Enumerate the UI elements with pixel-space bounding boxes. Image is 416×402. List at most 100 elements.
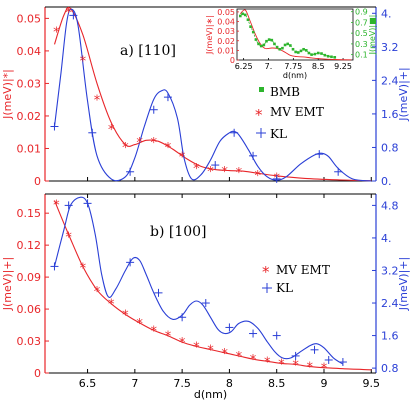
inset-frame — [236, 8, 354, 61]
inset-curves — [239, 9, 352, 61]
inset-right-tick-label: 0.3 — [355, 40, 368, 49]
inset-bmb-point — [257, 42, 260, 46]
inset-bmb-point — [273, 42, 276, 46]
a-mvemt-point: * — [221, 165, 228, 180]
panel-a-ylabel-right: J(meV)|+| — [397, 67, 410, 121]
panel-b-marks: * * * * * * * * * * * * * * * * * * * * — [50, 199, 347, 377]
inset-bmb-point — [294, 50, 297, 54]
inset-bmb-point — [297, 51, 300, 54]
inset-ylabel-right: J(meV)|■| — [368, 15, 377, 56]
panel-a-title: a) [110] — [120, 43, 176, 59]
b-left-tick-label: 0.09 — [17, 271, 42, 284]
a-mvemt-point: * — [136, 136, 143, 151]
inset-bmb-point — [289, 44, 292, 47]
inset-bmb-point — [283, 43, 287, 47]
legend-kl-marker — [256, 128, 266, 138]
b-mvemt-point: * — [136, 317, 143, 332]
inset-ylabel-left: J(meV)|∗| — [205, 15, 214, 55]
legend-mvemt-label: MV EMT — [270, 105, 324, 119]
a-mvemt-point: * — [179, 151, 186, 166]
inset-bmb-point — [241, 12, 244, 16]
b-mvemt-point: * — [321, 362, 328, 377]
a-mvemt-point: * — [151, 136, 158, 151]
inset-bmb-point — [259, 44, 263, 48]
a-mvemt-point: * — [94, 94, 101, 109]
b-x-tick-label: 7.5 — [173, 377, 191, 390]
b-right-tick-label: 2.4 — [381, 297, 399, 310]
a-left-tick-label: 0 — [34, 175, 41, 188]
panel-a-legend: BMB * MV EMT KL — [255, 85, 324, 141]
inset-bmb-point — [281, 46, 284, 50]
inset-bmb-point — [333, 56, 337, 59]
inset-bmb-point — [251, 30, 255, 34]
b-mvemt-point: * — [122, 308, 129, 323]
b-curve-kl — [53, 196, 344, 365]
panel-a-marks: * * * * * * * * * * * * * * * * — [50, 6, 343, 187]
a-curve-kl — [53, 8, 372, 182]
a-curve-mv-emt — [53, 6, 372, 182]
b-mvemt-point: * — [165, 330, 172, 345]
inset-bmb-point — [265, 39, 268, 43]
b-left-tick-label: 0.03 — [17, 335, 42, 348]
inset-left-tick-label: 0.04 — [217, 18, 235, 27]
a-left-tick-label: 0.03 — [17, 77, 42, 90]
inset-x-tick-label: 7. — [265, 62, 273, 71]
b-mvemt-point: * — [307, 361, 314, 376]
panel-b: 0 0.03 0.06 0.09 0.12 0.15 0.8 1.6 2.4 3.2 4. 4.8 6.… — [1, 193, 410, 401]
inset-left-tick-label: 0 — [230, 56, 235, 65]
b-x-tick-label: 6.5 — [79, 377, 97, 390]
legend-mvemt-marker-b: * — [262, 263, 270, 281]
inset-bmb-point — [249, 25, 252, 29]
b-mvemt-point: * — [65, 231, 72, 246]
legend-mvemt-marker: * — [255, 106, 263, 124]
a-mvemt-point: * — [65, 6, 72, 21]
b-mvemt-point: * — [250, 353, 257, 368]
b-right-tick-label: 4.8 — [381, 199, 399, 212]
inset-bmb-point — [323, 53, 327, 57]
inset-bmb-point — [299, 49, 303, 53]
b-right-tick-label: 3.2 — [381, 264, 399, 277]
a-right-tick-label: 0.8 — [381, 141, 399, 154]
b-left-tick-label: 0.06 — [17, 303, 42, 316]
a-mvemt-point: * — [236, 166, 243, 181]
b-mvemt-point: * — [264, 355, 271, 370]
inset-bmb-point — [254, 38, 258, 41]
b-x-tick-label: 8 — [226, 377, 233, 390]
inset-left-tick-label: 0.03 — [217, 27, 235, 36]
inset-x-tick-label: 6.25 — [235, 62, 253, 71]
b-mvemt-point: * — [221, 347, 228, 362]
a-mvemt-point: * — [165, 141, 172, 156]
inset-bmb-point — [316, 51, 320, 55]
b-mvemt-point: * — [236, 350, 243, 365]
b-right-tick-label: 1.6 — [381, 330, 399, 343]
a-left-tick-label: 0.01 — [17, 142, 42, 155]
inset-bmb-point — [313, 52, 317, 56]
b-x-tick-label: 7 — [131, 377, 138, 390]
a-right-tick-label: 2.4 — [381, 74, 399, 87]
a-left-tick-label: 0.05 — [17, 12, 42, 25]
b-mvemt-point: * — [278, 357, 285, 372]
inset-right-tick-label: 0.1 — [355, 51, 368, 60]
b-mvemt-point: * — [193, 340, 200, 355]
panel-b-ticks: 0 0.03 0.06 0.09 0.12 0.15 0.8 1.6 2.4 3.2 4. 4.8 6.… — [17, 194, 399, 390]
panel-b-curves — [53, 196, 372, 371]
a-left-tick-label: 0.04 — [17, 45, 42, 58]
inset-bmb-point — [326, 54, 330, 58]
inset-bmb-point — [330, 55, 333, 59]
b-left-tick-label: 0.15 — [17, 207, 42, 220]
a-mvemt-point: * — [207, 165, 214, 180]
inset-bmb-curve — [240, 13, 335, 58]
b-x-tick-label: 9 — [320, 377, 327, 390]
inset-left-tick-label: 0.02 — [217, 37, 235, 46]
b-x-tick-label: 8.5 — [268, 377, 286, 390]
inset-chart: 0.050.040.030.020.010 0.90.7 0.5 0.3 0.1 6.25… — [205, 8, 377, 80]
inset-bmb-point — [262, 43, 266, 47]
b-mvemt-point: * — [80, 262, 87, 277]
b-mvemt-point: * — [53, 199, 60, 214]
b-right-tick-label: 0.8 — [381, 362, 399, 375]
b-mvemt-point: * — [207, 344, 214, 359]
panel-a-ylabel-left: J(meV)|*| — [1, 69, 14, 120]
inset-xlabel: d(nm) — [283, 71, 307, 80]
a-mvemt-point: * — [255, 169, 262, 184]
